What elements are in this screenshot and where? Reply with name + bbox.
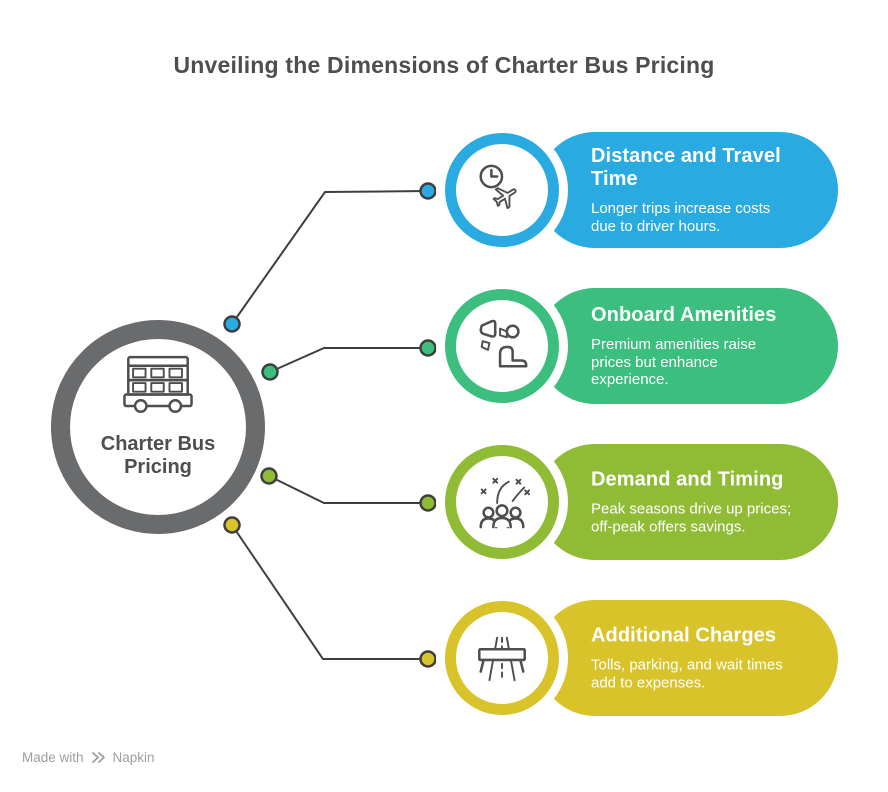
card-onboard-amenities: Onboard Amenities Premium amenities rais… — [445, 288, 838, 404]
watermark-prefix: Made with — [22, 750, 84, 765]
card-pill — [537, 288, 838, 404]
page-title: Unveiling the Dimensions of Charter Bus … — [173, 52, 715, 78]
card-description: Longer trips increase costs due to drive… — [591, 200, 771, 235]
card-pill — [537, 600, 838, 716]
card-dot-3 — [419, 494, 437, 512]
card-dot-2 — [419, 339, 437, 357]
card-pill — [537, 132, 838, 248]
card-title: Onboard Amenities — [591, 303, 777, 326]
crowd-celebration-icon — [479, 477, 531, 529]
card-text: Onboard Amenities Premium amenities rais… — [591, 304, 829, 389]
watermark: Made with Napkin — [22, 750, 155, 765]
card-additional-charges: Additional Charges Tolls, parking, and w… — [445, 600, 838, 716]
card-pill — [537, 444, 838, 560]
hub-dot-1 — [223, 315, 241, 333]
connector-line-1 — [231, 190, 429, 325]
card-description: Premium amenities raise prices but enhan… — [591, 335, 757, 388]
napkin-logo-icon — [91, 752, 105, 763]
hub-node-charter-bus-pricing: Charter Bus Pricing — [51, 320, 265, 534]
highway-toll-icon — [478, 636, 526, 682]
card-text: Demand and Timing Peak seasons drive up … — [591, 469, 829, 536]
card-icon-badge — [445, 445, 559, 559]
card-dot-4 — [419, 650, 437, 668]
card-icon-badge — [445, 601, 559, 715]
connector-line-4 — [231, 524, 428, 660]
card-distance-and-travel-time: Distance and Travel Time Longer trips in… — [445, 132, 838, 248]
card-title: Demand and Timing — [591, 468, 784, 491]
card-demand-and-timing: Demand and Timing Peak seasons drive up … — [445, 444, 838, 560]
hub-label: Charter Bus Pricing — [100, 433, 216, 478]
card-title: Distance and Travel Time — [591, 145, 781, 190]
hub-dot-3 — [260, 467, 278, 485]
card-text: Additional Charges Tolls, parking, and w… — [591, 625, 829, 692]
connector-line-3 — [268, 475, 428, 504]
watermark-brand: Napkin — [112, 750, 155, 765]
card-title: Additional Charges — [591, 624, 777, 647]
hub-dot-4 — [223, 516, 241, 534]
hub-dot-2 — [261, 363, 279, 381]
card-text: Distance and Travel Time Longer trips in… — [591, 145, 829, 235]
card-icon-badge — [445, 289, 559, 403]
clock-airplane-icon — [479, 164, 517, 210]
double-decker-bus-icon — [123, 355, 193, 414]
connector-line-2 — [269, 347, 428, 373]
card-dot-1 — [419, 182, 437, 200]
card-description: Tolls, parking, and wait times add to ex… — [591, 656, 783, 692]
card-description: Peak seasons drive up prices; off-peak o… — [591, 500, 792, 536]
card-icon-badge — [445, 133, 559, 247]
passenger-seat-icon — [479, 319, 528, 368]
